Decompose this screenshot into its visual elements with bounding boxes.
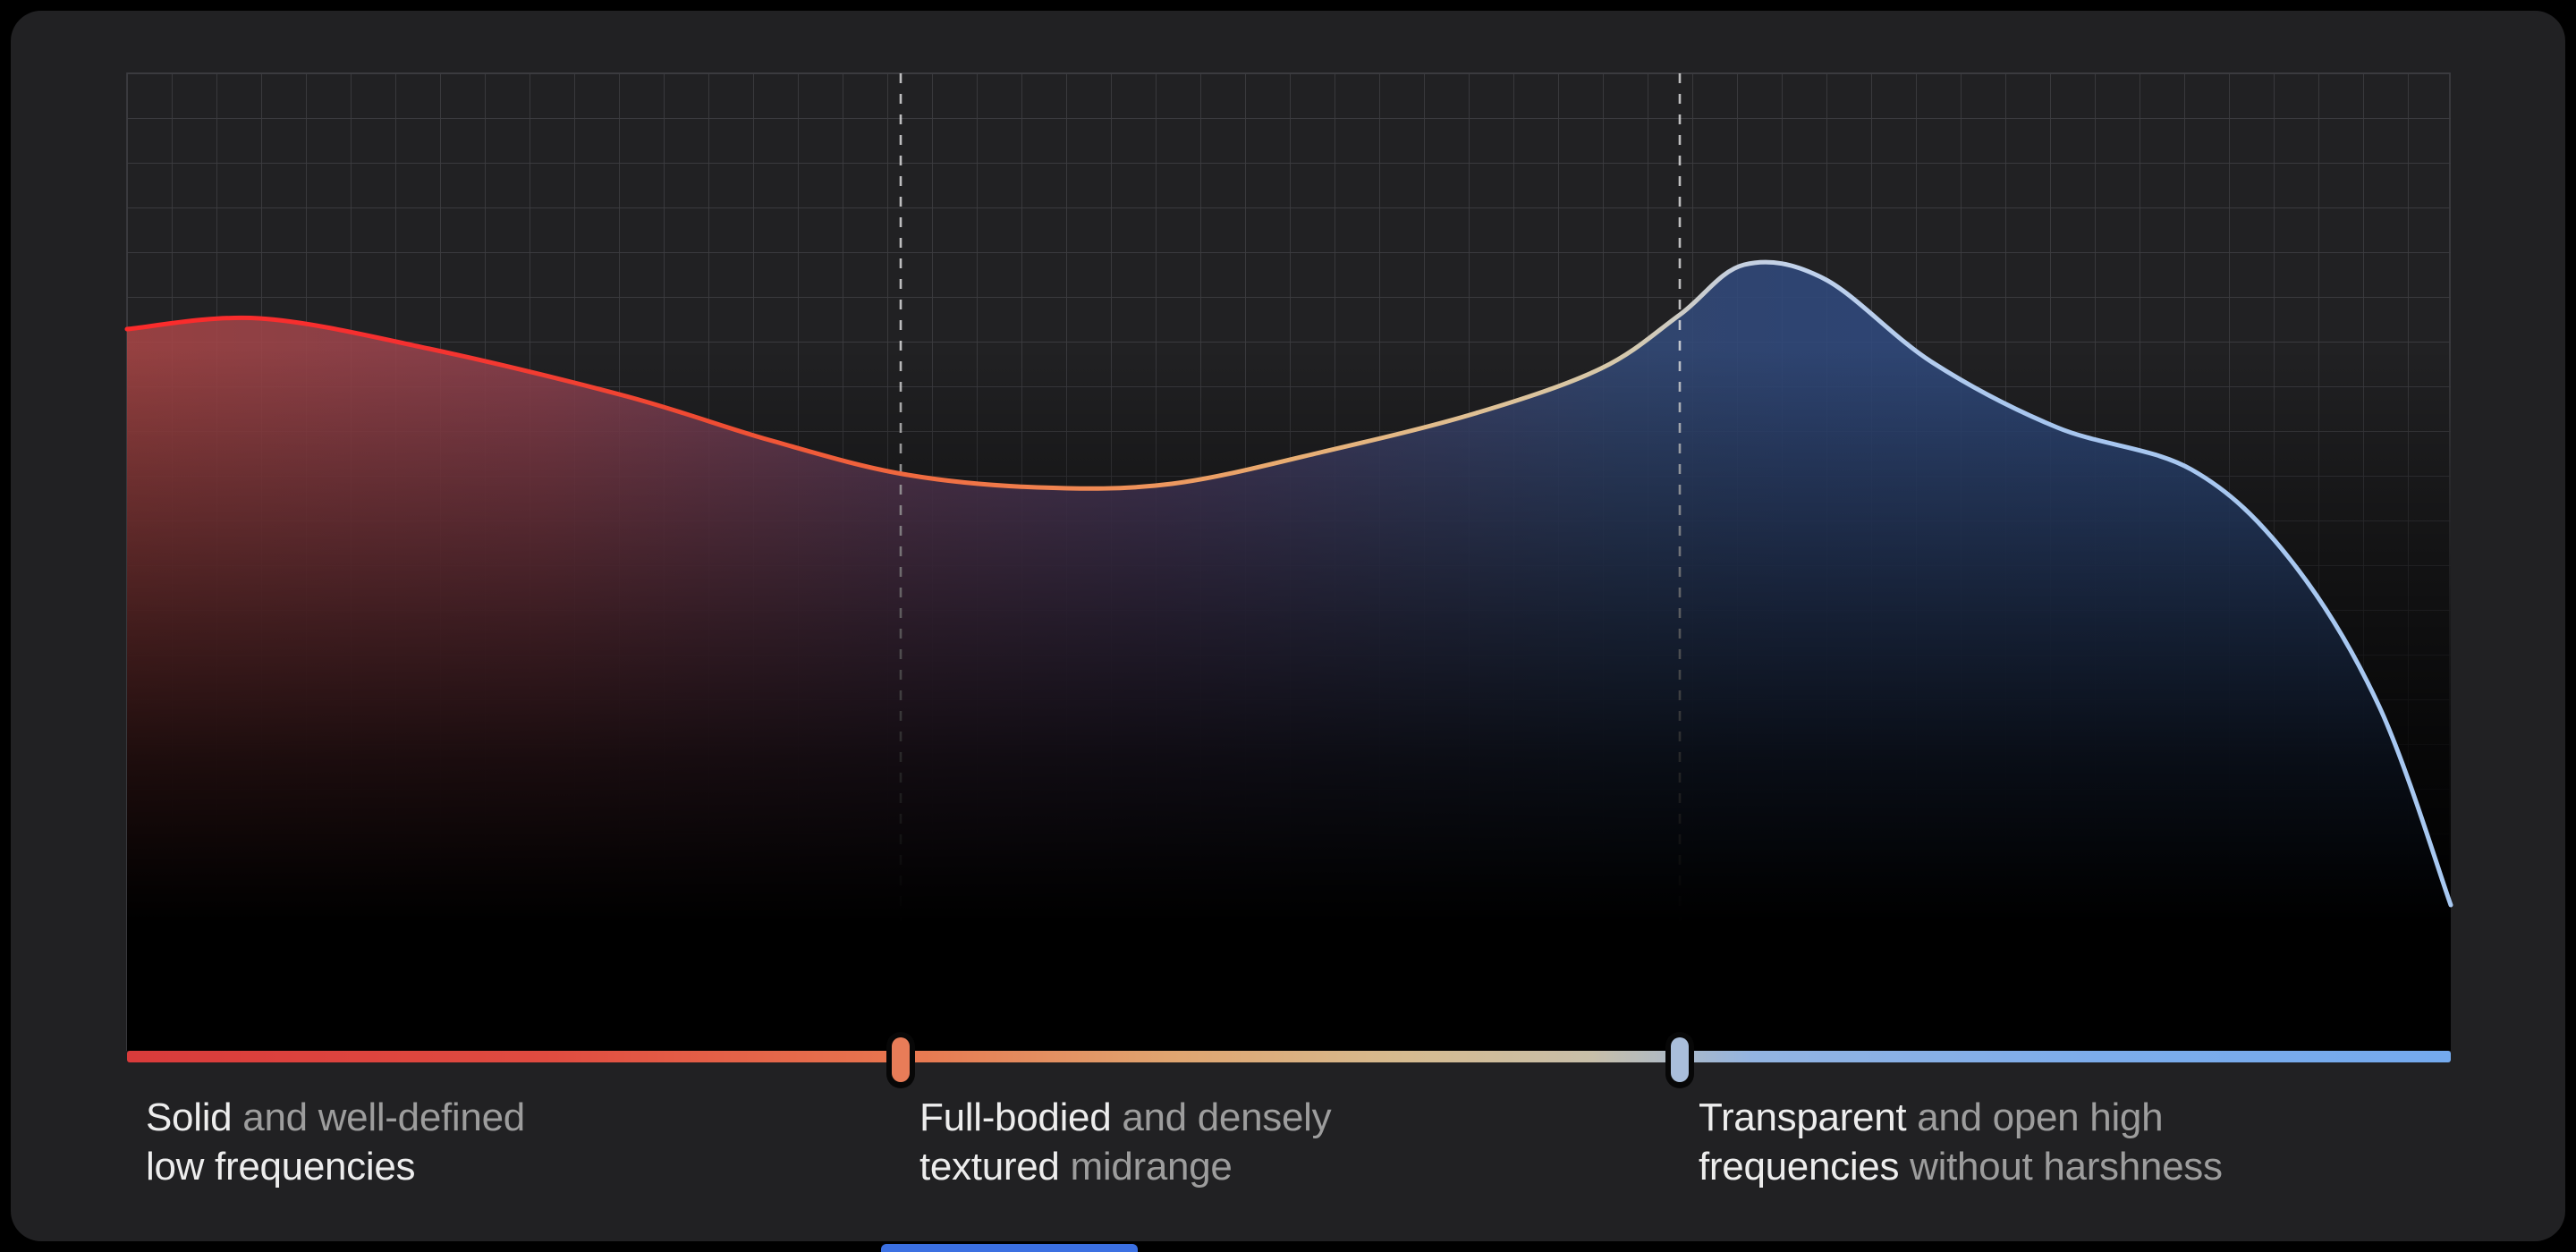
spectrum-slider-track[interactable] [127, 1051, 2451, 1062]
response-curve [124, 259, 2453, 908]
bottom-fade-overlay [127, 73, 2451, 1051]
spectrum-slider-handle-1[interactable] [886, 1032, 915, 1088]
bottom-peek-accent [881, 1244, 1138, 1252]
spectrum-slider-handle-2[interactable] [1665, 1032, 1694, 1088]
